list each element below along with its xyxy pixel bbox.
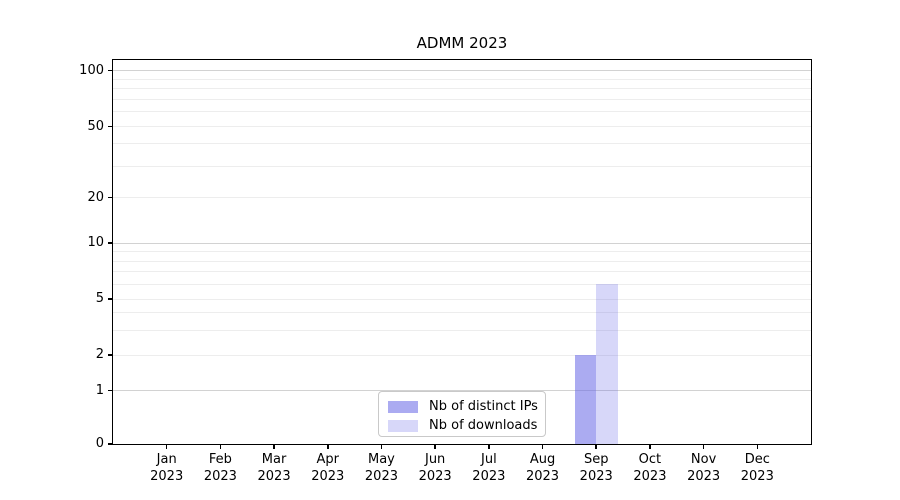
y-tick-mark: [108, 298, 113, 300]
bar-downloads: [596, 284, 618, 444]
y-tick-label: 50: [87, 118, 104, 134]
y-tick-label: 0: [95, 436, 104, 451]
x-tick-mark: [434, 444, 436, 449]
x-tick-mark: [702, 444, 705, 449]
gridline: [113, 197, 811, 199]
gridline: [113, 126, 811, 128]
legend-entry-downloads: Nb of downloads: [388, 417, 545, 434]
gridline-minor: [113, 312, 811, 314]
x-tick-label: May 2023: [364, 452, 398, 484]
gridline-minor: [113, 99, 811, 101]
y-tick-label: 1: [95, 382, 104, 398]
gridline-major: [113, 70, 811, 72]
gridline-minor: [113, 260, 811, 262]
legend: Nb of distinct IPs Nb of downloads: [378, 391, 546, 437]
bar-distinct-ips: [574, 355, 597, 444]
y-tick-label: 20: [87, 189, 104, 205]
plot-area: [112, 59, 812, 445]
legend-swatch: [388, 400, 418, 413]
x-tick-label: Jun 2023: [418, 452, 452, 484]
x-tick-label: Jan 2023: [150, 452, 184, 484]
x-tick-label: Feb 2023: [203, 452, 237, 484]
x-tick-label: Dec 2023: [740, 452, 774, 484]
gridline-minor: [113, 329, 811, 331]
chart-title: ADMM 2023: [416, 34, 508, 52]
x-tick-mark: [165, 444, 168, 449]
gridline-minor: [113, 143, 811, 145]
legend-swatch: [388, 419, 418, 432]
x-tick-mark: [541, 444, 544, 449]
y-tick-label: 10: [87, 235, 104, 250]
y-tick-mark: [108, 242, 113, 244]
gridline-minor: [113, 283, 811, 285]
y-tick-label: 5: [95, 291, 104, 306]
y-tick-mark: [108, 69, 113, 72]
x-tick-mark: [488, 444, 490, 449]
legend-label: Nb of distinct IPs: [429, 399, 538, 414]
gridline-minor: [113, 78, 811, 80]
grid-layer: [113, 60, 811, 444]
x-tick-label: Jul 2023: [472, 452, 506, 484]
y-tick-mark: [108, 354, 113, 356]
gridline-minor: [113, 251, 811, 252]
x-tick-label: Sep 2023: [579, 452, 613, 484]
y-tick-mark: [108, 389, 113, 392]
y-tick-mark: [108, 443, 113, 445]
x-tick-label: Nov 2023: [687, 452, 721, 484]
y-tick-mark: [108, 196, 113, 199]
x-tick-label: Aug 2023: [525, 452, 560, 484]
x-tick-label: Mar 2023: [257, 452, 291, 484]
x-tick-label: Apr 2023: [311, 452, 345, 484]
gridline-minor: [113, 165, 811, 167]
gridline-minor: [113, 271, 811, 273]
gridline: [113, 298, 811, 300]
gridline-major: [113, 390, 811, 392]
x-tick-mark: [649, 444, 651, 449]
x-tick-mark: [327, 444, 329, 449]
y-tick-label: 100: [79, 62, 104, 78]
gridline-major: [113, 242, 811, 244]
x-tick-label: Oct 2023: [633, 452, 667, 484]
gridline-minor: [113, 88, 811, 90]
bars-layer: [113, 60, 811, 444]
gridline-minor: [113, 111, 811, 113]
x-tick-mark: [380, 444, 383, 449]
y-tick-mark: [108, 125, 113, 128]
gridline: [113, 354, 811, 356]
x-tick-mark: [595, 444, 597, 449]
x-tick-mark: [219, 444, 222, 449]
legend-entry-distinct-ips: Nb of distinct IPs: [388, 398, 545, 415]
x-tick-mark: [273, 444, 275, 449]
y-tick-label: 2: [95, 347, 104, 362]
legend-label: Nb of downloads: [429, 418, 538, 433]
x-tick-mark: [756, 444, 759, 449]
